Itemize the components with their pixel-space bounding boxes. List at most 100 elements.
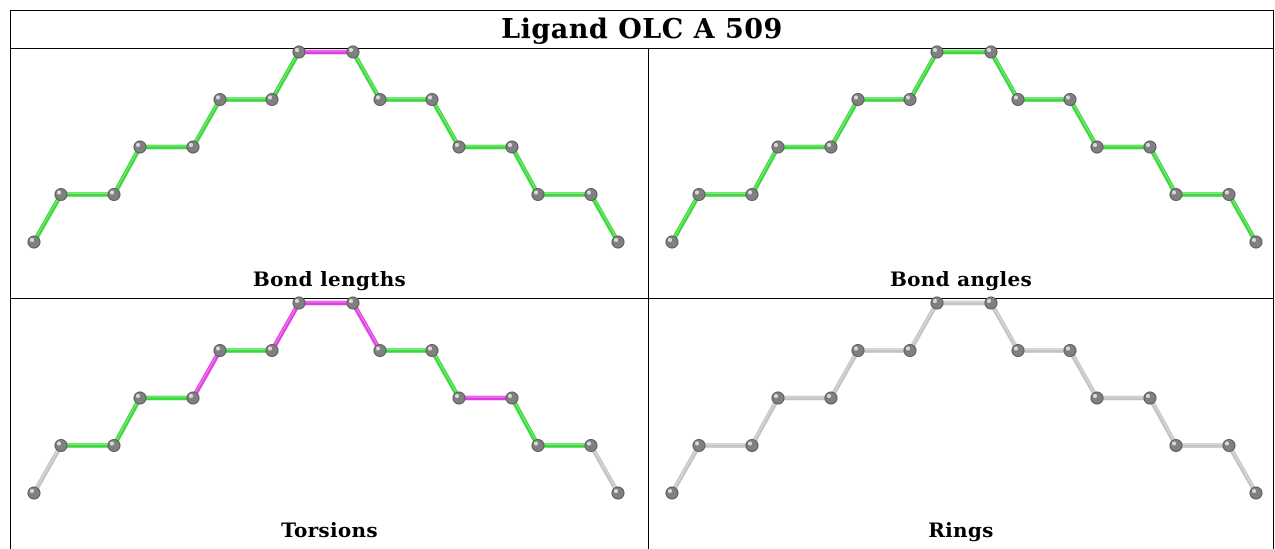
bond-highlight bbox=[271, 50, 300, 99]
atom-shine bbox=[1225, 441, 1229, 446]
atom-shine bbox=[774, 143, 778, 147]
atom-shine bbox=[1093, 143, 1097, 147]
bond-outlier bbox=[350, 300, 383, 353]
bond-highlight bbox=[192, 98, 221, 147]
column-divider bbox=[648, 48, 649, 549]
atom bbox=[1011, 93, 1025, 106]
bond-good bbox=[669, 192, 702, 245]
atom-shine bbox=[57, 190, 61, 195]
atom-shine bbox=[695, 441, 699, 446]
atom bbox=[1143, 140, 1157, 154]
atom-shine bbox=[1066, 95, 1070, 100]
bond-highlight bbox=[830, 349, 859, 398]
bond-highlight bbox=[751, 396, 779, 445]
bond-good bbox=[350, 49, 383, 102]
bond-highlight bbox=[590, 444, 619, 493]
atom bbox=[27, 486, 41, 500]
bond-highlight bbox=[671, 193, 700, 242]
atom bbox=[292, 296, 306, 310]
atom bbox=[1169, 188, 1183, 201]
bond-highlight bbox=[352, 301, 381, 350]
atom bbox=[346, 296, 360, 310]
atom-shine bbox=[827, 143, 831, 147]
caption-torsions: Torsions bbox=[281, 518, 378, 542]
atom-shine bbox=[1146, 394, 1150, 398]
bond-highlight bbox=[271, 301, 300, 350]
atom-shine bbox=[534, 441, 538, 446]
row-divider bbox=[10, 298, 1274, 299]
atom bbox=[1063, 93, 1077, 106]
atom-shine bbox=[216, 346, 220, 351]
bond-highlight bbox=[1228, 193, 1257, 242]
bond-highlight bbox=[1149, 396, 1177, 445]
atom bbox=[665, 235, 679, 249]
atom bbox=[851, 93, 865, 106]
atom bbox=[373, 93, 387, 106]
atom bbox=[1063, 344, 1077, 357]
atom-shine bbox=[110, 190, 114, 195]
atom bbox=[452, 140, 466, 154]
atom bbox=[292, 45, 306, 59]
atom bbox=[265, 93, 279, 106]
left-border bbox=[10, 48, 11, 549]
atom-shine bbox=[189, 394, 193, 398]
atom bbox=[1090, 391, 1104, 405]
panel-bond-angles: Bond angles bbox=[649, 45, 1273, 298]
bond-good bbox=[1226, 192, 1259, 245]
atom-shine bbox=[587, 441, 591, 446]
atom-shine bbox=[668, 489, 672, 493]
atom-shine bbox=[110, 441, 114, 446]
atom-shine bbox=[57, 441, 61, 446]
bond-outlier bbox=[269, 300, 302, 353]
atom-shine bbox=[349, 48, 353, 52]
bond-neutral bbox=[31, 443, 64, 496]
atom-shine bbox=[933, 48, 937, 52]
right-border bbox=[1273, 48, 1274, 549]
bond-highlight bbox=[113, 396, 141, 445]
atom bbox=[531, 188, 545, 201]
atom bbox=[1143, 391, 1157, 405]
atom-shine bbox=[827, 394, 831, 398]
atom bbox=[584, 188, 598, 201]
bond-highlight bbox=[352, 50, 381, 99]
bond-highlight bbox=[1069, 98, 1098, 147]
bond-neutral bbox=[1067, 348, 1100, 401]
bond-highlight bbox=[1149, 145, 1177, 194]
bond-good bbox=[429, 348, 462, 401]
bond-good bbox=[749, 144, 781, 197]
atom bbox=[425, 344, 439, 357]
atom bbox=[505, 140, 519, 154]
bond-good bbox=[1147, 144, 1179, 197]
atom bbox=[213, 93, 227, 106]
bond-highlight bbox=[33, 193, 62, 242]
atom-shine bbox=[668, 238, 672, 242]
bond-neutral bbox=[907, 300, 940, 353]
atom bbox=[107, 439, 121, 452]
atom-shine bbox=[906, 346, 910, 351]
bond-good bbox=[111, 395, 143, 448]
bond-highlight bbox=[33, 444, 62, 493]
atom bbox=[107, 188, 121, 201]
atom bbox=[824, 391, 838, 405]
bond-highlight bbox=[431, 98, 460, 147]
atom-shine bbox=[933, 299, 937, 303]
atom bbox=[984, 296, 998, 310]
atom bbox=[930, 45, 944, 59]
atom bbox=[505, 391, 519, 405]
atom-shine bbox=[455, 394, 459, 398]
atom bbox=[1169, 439, 1183, 452]
atom bbox=[1011, 344, 1025, 357]
bond-good bbox=[269, 49, 302, 102]
bond-highlight bbox=[1228, 444, 1257, 493]
atom-shine bbox=[748, 190, 752, 195]
bond-highlight bbox=[511, 396, 539, 445]
atom bbox=[745, 439, 759, 452]
bond-highlight bbox=[192, 349, 221, 398]
atom bbox=[346, 45, 360, 59]
atom-shine bbox=[268, 95, 272, 100]
atom bbox=[984, 45, 998, 59]
bond-highlight bbox=[909, 301, 938, 350]
atom bbox=[425, 93, 439, 106]
atom-shine bbox=[1172, 190, 1176, 195]
bond-good bbox=[907, 49, 940, 102]
